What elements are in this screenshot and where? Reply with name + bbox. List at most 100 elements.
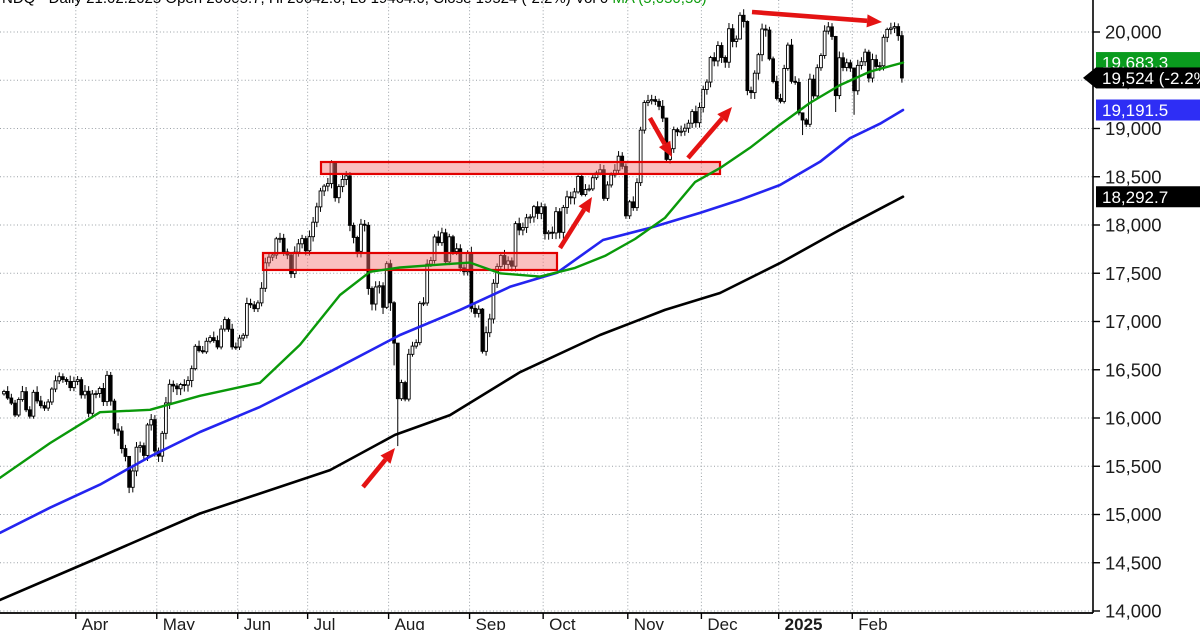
candle-up: [697, 107, 702, 124]
candle-up: [359, 223, 363, 252]
axes-layer: 20,00019,50019,00018,50018,00017,50017,0…: [0, 0, 1162, 630]
candle-up: [690, 111, 695, 124]
candle-up: [57, 376, 62, 382]
candle-up: [164, 402, 168, 434]
candle-down: [388, 263, 393, 304]
candle-up: [222, 319, 227, 330]
candle-down: [68, 380, 73, 389]
candle-down: [624, 165, 628, 217]
candle-up: [521, 227, 525, 231]
price-axis-label: 18,000: [1105, 215, 1162, 236]
candle-down: [719, 45, 724, 58]
candle-down: [778, 98, 783, 102]
candle-down: [370, 288, 374, 305]
candle-down: [355, 236, 360, 252]
candle-up: [870, 59, 875, 79]
candle-down: [381, 285, 385, 308]
candle-down: [116, 428, 120, 432]
candle-down: [61, 376, 65, 380]
candle-up: [325, 183, 330, 187]
candle-down: [804, 119, 809, 125]
candle-up: [590, 177, 595, 190]
candle-up: [498, 255, 503, 267]
time-axis-label: 2025: [785, 615, 823, 630]
candle-up: [635, 182, 639, 209]
candle-up: [491, 282, 496, 320]
candle-down: [392, 302, 396, 344]
candle-down: [660, 105, 665, 119]
candle-up: [885, 28, 890, 38]
last-price-tag: 19,524 (-2.2%): [1083, 67, 1200, 89]
candle-down: [866, 51, 871, 79]
arrow-november-retest-shaft: [647, 116, 667, 146]
ma-mid-value-tag-text: 19,191.5: [1102, 101, 1168, 120]
candle-down: [675, 129, 680, 133]
candle-up: [377, 285, 382, 288]
candle-up: [844, 62, 849, 68]
candle-up: [134, 446, 139, 472]
candle-down: [443, 232, 448, 263]
price-axis-label: 17,000: [1105, 311, 1162, 332]
candle-down: [119, 430, 124, 450]
price-axis-label: 16,000: [1105, 408, 1162, 429]
candle-down: [171, 383, 176, 387]
candle-up: [583, 189, 588, 195]
candle-up: [609, 174, 614, 186]
candle-up: [414, 342, 419, 347]
candle-up: [425, 263, 430, 304]
candle-up: [671, 129, 676, 150]
candle-up: [877, 65, 882, 68]
candle-down: [774, 81, 779, 99]
candle-up: [31, 391, 36, 417]
candle-up: [539, 206, 544, 214]
candle-down: [579, 176, 584, 195]
candle-up: [822, 30, 827, 56]
candle-down: [451, 236, 455, 252]
candle-down: [473, 307, 477, 314]
candle-up: [756, 54, 761, 74]
candle-down: [108, 374, 113, 402]
candle-down: [771, 58, 775, 82]
price-axis-label: 16,500: [1105, 359, 1162, 380]
candle-up: [97, 388, 102, 394]
time-axis-label: May: [163, 615, 196, 630]
candle-down: [833, 35, 838, 97]
ma-mid-value-tag-bg: [1096, 99, 1200, 121]
candle-down: [233, 346, 238, 349]
support-zone-lower: [261, 251, 559, 272]
candle-down: [303, 238, 308, 252]
candle-down: [175, 385, 179, 390]
candle-down: [211, 337, 216, 342]
candle-down: [535, 206, 540, 214]
annotation-zones-layer: [261, 160, 722, 272]
candle-up: [274, 238, 279, 256]
time-axis-label: Dec: [707, 615, 738, 630]
candle-down: [127, 455, 131, 488]
candle-up: [881, 36, 886, 67]
candle-up: [727, 28, 731, 63]
candle-up: [649, 99, 654, 102]
candle-down: [749, 90, 753, 94]
candle-up: [406, 353, 411, 400]
candle-down: [200, 350, 205, 353]
candle-up: [679, 130, 683, 133]
candle-up: [208, 337, 212, 342]
candle-down: [252, 304, 257, 310]
candle-up: [138, 445, 143, 448]
candle-up: [259, 287, 264, 304]
price-axis-label: 14,000: [1105, 601, 1162, 622]
candle-up: [373, 286, 378, 305]
candle-up: [528, 216, 533, 219]
candle-up: [105, 374, 109, 403]
candle-down: [900, 35, 904, 79]
candle-down: [458, 248, 463, 269]
candle-up: [605, 184, 610, 199]
candle-up: [837, 57, 842, 97]
candle-up: [716, 45, 720, 62]
candle-up: [241, 334, 246, 339]
price-axis-label: 18,500: [1105, 166, 1162, 187]
candle-down: [874, 59, 879, 67]
candle-up: [49, 388, 54, 403]
candle-up: [421, 302, 426, 305]
